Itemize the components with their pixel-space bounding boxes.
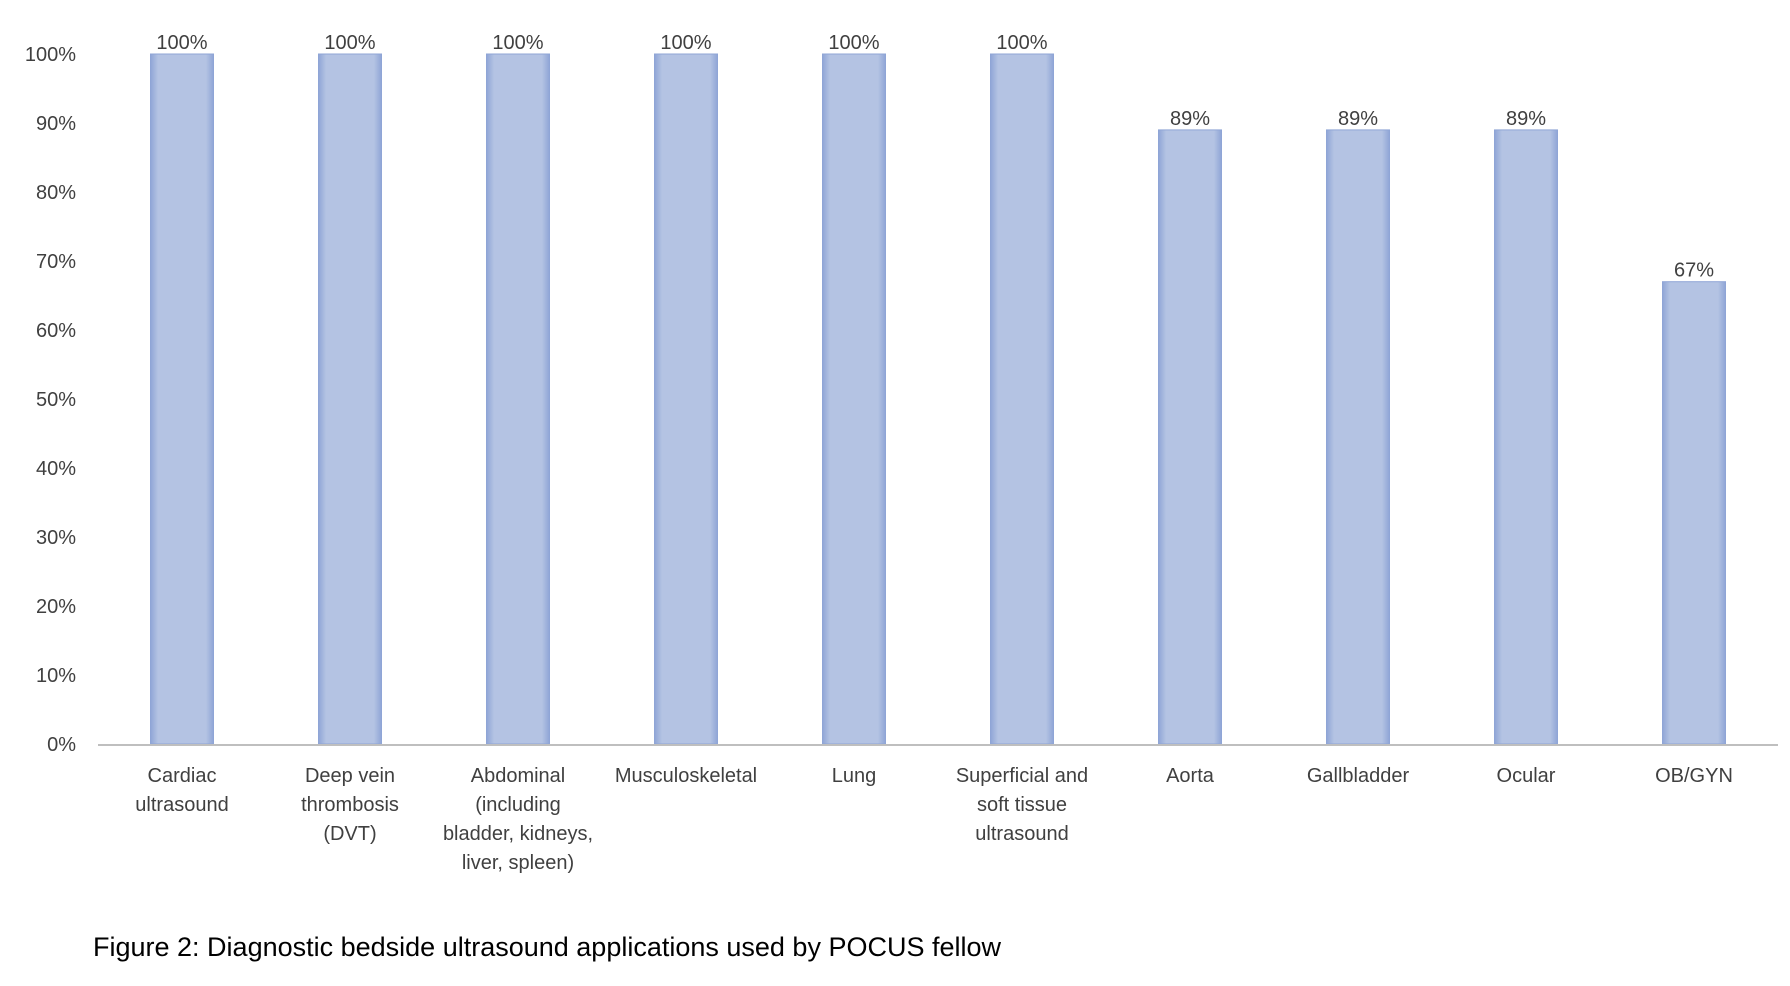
data-label: 100%	[828, 32, 879, 54]
x-tick-label-line: Superficial and	[956, 765, 1088, 787]
x-tick-label-line: Abdominal	[471, 765, 566, 787]
bar	[1662, 281, 1726, 745]
x-tick-label: Superficial and soft tissue ultrasound	[956, 765, 1088, 845]
x-tick-label-line: Cardiac	[148, 765, 217, 787]
y-tick-label: 40%	[36, 458, 76, 480]
y-tick-label: 70%	[36, 251, 76, 273]
data-label: 89%	[1170, 108, 1210, 130]
data-label: 100%	[156, 32, 207, 54]
x-tick-label-line: Musculoskeletal	[615, 765, 757, 787]
x-tick-label: Abdominal (including bladder, kidneys, live…	[443, 765, 593, 874]
bar	[318, 53, 382, 745]
x-tick-label: Deep vein thrombosis (DVT)	[301, 765, 399, 845]
data-label: 100%	[492, 32, 543, 54]
data-label: 67%	[1674, 260, 1714, 282]
x-tick-label-line: Gallbladder	[1307, 765, 1410, 787]
y-tick-label: 20%	[36, 596, 76, 618]
x-tick-label-line: liver, spleen)	[462, 852, 574, 874]
x-tick-label-line: (including	[475, 794, 561, 816]
y-tick-label: 10%	[36, 665, 76, 687]
data-label: 100%	[660, 32, 711, 54]
y-tick-label: 50%	[36, 389, 76, 411]
data-label: 100%	[324, 32, 375, 54]
x-tick-label-line: thrombosis	[301, 794, 399, 816]
data-labels: 100% 100% 100% 100% 100% 100% 89% 89% 89% 67%	[156, 32, 1714, 282]
bar	[654, 53, 718, 745]
x-tick-label-line: Lung	[832, 765, 877, 787]
y-tick-label: 90%	[36, 113, 76, 135]
bar	[1158, 129, 1222, 745]
x-tick-label-line: Deep vein	[305, 765, 395, 787]
x-tick-label-line: ultrasound	[975, 823, 1068, 845]
x-tick-label-line: ultrasound	[135, 794, 228, 816]
x-tick-label-line: Ocular	[1497, 765, 1556, 787]
data-label: 89%	[1338, 108, 1378, 130]
x-tick-label: OB/GYN	[1655, 765, 1733, 787]
x-tick-label: Ocular	[1497, 765, 1556, 787]
x-tick-label-line: OB/GYN	[1655, 765, 1733, 787]
bar	[150, 53, 214, 745]
x-tick-label-line: Aorta	[1166, 765, 1215, 787]
data-label: 100%	[996, 32, 1047, 54]
y-tick-label: 60%	[36, 320, 76, 342]
x-axis: Cardiac ultrasound Deep vein thrombosis (DVT…	[135, 765, 1733, 874]
x-tick-label-line: (DVT)	[323, 823, 376, 845]
y-axis: 0% 10% 20% 30% 40% 50% 60% 70% 80% 90% 100%	[25, 44, 76, 756]
bar	[1326, 129, 1390, 745]
y-tick-label: 0%	[47, 734, 76, 756]
x-tick-label: Lung	[832, 765, 877, 787]
bar	[822, 53, 886, 745]
x-tick-label-line: soft tissue	[977, 794, 1067, 816]
data-label: 89%	[1506, 108, 1546, 130]
y-tick-label: 30%	[36, 527, 76, 549]
y-tick-label: 100%	[25, 44, 76, 66]
bar	[990, 53, 1054, 745]
x-tick-label: Musculoskeletal	[615, 765, 757, 787]
bar	[486, 53, 550, 745]
bar	[1494, 129, 1558, 745]
x-tick-label: Aorta	[1166, 765, 1215, 787]
bar-series	[150, 53, 1726, 745]
x-tick-label: Gallbladder	[1307, 765, 1410, 787]
y-tick-label: 80%	[36, 182, 76, 204]
figure-caption: Figure 2: Diagnostic bedside ultrasound …	[93, 932, 1001, 962]
x-tick-label: Cardiac ultrasound	[135, 765, 228, 816]
x-tick-label-line: bladder, kidneys,	[443, 823, 593, 845]
